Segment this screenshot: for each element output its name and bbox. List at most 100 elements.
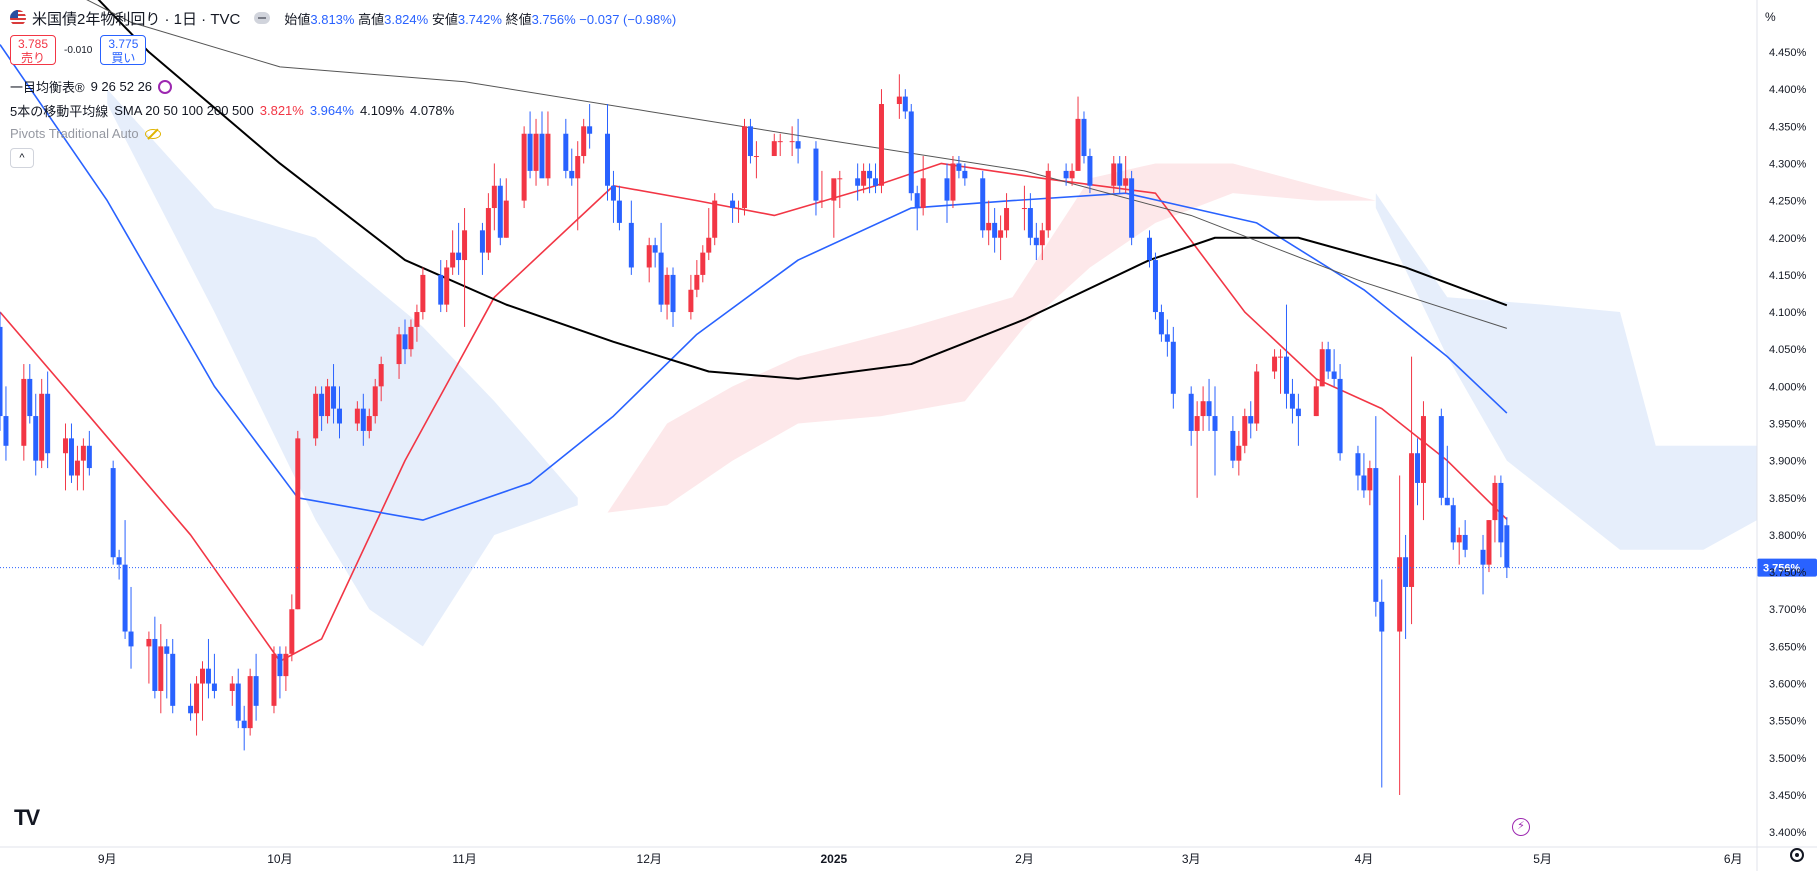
candle-body xyxy=(1081,118,1087,157)
candle-body xyxy=(420,274,426,313)
candle xyxy=(336,386,342,439)
candle-body xyxy=(956,163,962,171)
candle-body xyxy=(664,274,670,305)
collapse-legend-button[interactable]: ^ xyxy=(10,148,34,168)
candle xyxy=(902,89,908,119)
candle-body xyxy=(414,312,420,327)
candle xyxy=(908,104,914,201)
candle-body xyxy=(1194,416,1200,431)
candle-body xyxy=(1367,468,1373,491)
y-tick-label: 3.950% xyxy=(1769,419,1807,431)
candle-body xyxy=(450,252,456,268)
candle-body xyxy=(896,96,902,105)
candle xyxy=(1129,170,1135,246)
candle xyxy=(295,430,301,610)
candle-body xyxy=(503,200,509,238)
indicator-params: 9 26 52 26 xyxy=(90,79,153,94)
candle xyxy=(771,133,777,157)
current-price-badge xyxy=(1757,558,1817,577)
y-tick-label: 4.250% xyxy=(1769,196,1807,208)
x-tick-label: 2025 xyxy=(820,852,847,866)
sell-button[interactable]: 3.785 売り xyxy=(10,35,56,65)
candle-body xyxy=(563,133,569,171)
candle-body xyxy=(998,230,1004,238)
candle xyxy=(1361,453,1367,498)
candle-body xyxy=(1403,557,1409,587)
candle xyxy=(456,222,462,275)
candle xyxy=(27,364,33,424)
candle-body xyxy=(68,438,74,476)
candle xyxy=(372,378,378,424)
candle-body xyxy=(1373,468,1379,602)
buy-button[interactable]: 3.775 買い xyxy=(100,35,147,65)
candle xyxy=(944,163,950,223)
y-tick-label: 3.800% xyxy=(1769,530,1807,542)
candle-body xyxy=(295,438,301,610)
candle xyxy=(158,624,164,714)
ichimoku-cloud-bear xyxy=(1375,193,1757,550)
chart-header: 米国債2年物利回り · 1日 · TVC 始値3.813% 高値3.824% 安… xyxy=(10,8,676,28)
candle xyxy=(229,676,235,706)
candle-body xyxy=(402,334,408,350)
candle xyxy=(1063,163,1069,186)
candle xyxy=(497,178,503,246)
candle-body xyxy=(1278,356,1284,358)
candle-body xyxy=(747,126,753,157)
candle-body xyxy=(1164,334,1170,342)
candle xyxy=(491,163,497,231)
candle-body xyxy=(1242,416,1248,446)
candle-body xyxy=(1337,378,1343,454)
indicator-sma[interactable]: 5本の移動平均線 SMA 20 50 100 200 500 3.821% 3.… xyxy=(10,101,454,120)
candle xyxy=(545,111,551,186)
candle xyxy=(1415,438,1421,506)
candle-body xyxy=(1504,525,1510,568)
candle-body xyxy=(247,676,253,729)
candle-body xyxy=(1021,208,1027,210)
candle xyxy=(1027,193,1033,246)
indicator-pivots[interactable]: Pivots Traditional Auto xyxy=(10,126,161,141)
candle-body xyxy=(1420,416,1426,483)
candle xyxy=(700,245,706,283)
price-unit-label[interactable]: % xyxy=(1765,10,1776,24)
y-tick-label: 4.100% xyxy=(1769,307,1807,319)
candle xyxy=(1420,401,1426,521)
candle xyxy=(753,141,759,179)
candle-body xyxy=(861,170,867,186)
candle-body xyxy=(610,185,616,201)
tradingview-logo-icon[interactable]: TV xyxy=(14,805,40,830)
candle xyxy=(1004,193,1010,238)
candle-body xyxy=(289,609,295,654)
indicator-ichimoku[interactable]: 一目均衡表® 9 26 52 26 xyxy=(10,77,173,96)
eye-off-icon[interactable] xyxy=(144,128,161,139)
candle xyxy=(1331,349,1337,387)
candle-body xyxy=(479,230,485,253)
candle-body xyxy=(1039,230,1045,246)
candle xyxy=(479,222,485,275)
market-status-icon[interactable] xyxy=(254,12,271,24)
x-tick-label: 2月 xyxy=(1015,852,1034,866)
candle-body xyxy=(652,245,658,253)
candle xyxy=(1450,497,1456,550)
candle-body xyxy=(277,653,283,677)
candle xyxy=(777,133,783,157)
candle-body xyxy=(771,141,777,157)
candle xyxy=(1397,475,1403,795)
candle-body xyxy=(1313,386,1319,417)
gear-icon[interactable] xyxy=(1790,848,1804,862)
candle xyxy=(1069,163,1075,186)
sync-icon[interactable] xyxy=(158,79,173,94)
candle xyxy=(325,378,331,424)
bolt-icon[interactable]: ⚡ xyxy=(1512,818,1530,836)
candle xyxy=(873,163,879,194)
candle xyxy=(837,170,843,209)
symbol-title[interactable]: 米国債2年物利回り · 1日 · TVC xyxy=(32,10,241,28)
candle xyxy=(194,676,200,736)
candle xyxy=(1152,252,1158,320)
candle xyxy=(86,430,92,476)
y-tick-label: 4.400% xyxy=(1769,84,1807,96)
candle xyxy=(1295,393,1301,446)
candle xyxy=(200,661,206,721)
candle-body xyxy=(587,126,593,134)
y-tick-label: 3.900% xyxy=(1769,456,1807,468)
